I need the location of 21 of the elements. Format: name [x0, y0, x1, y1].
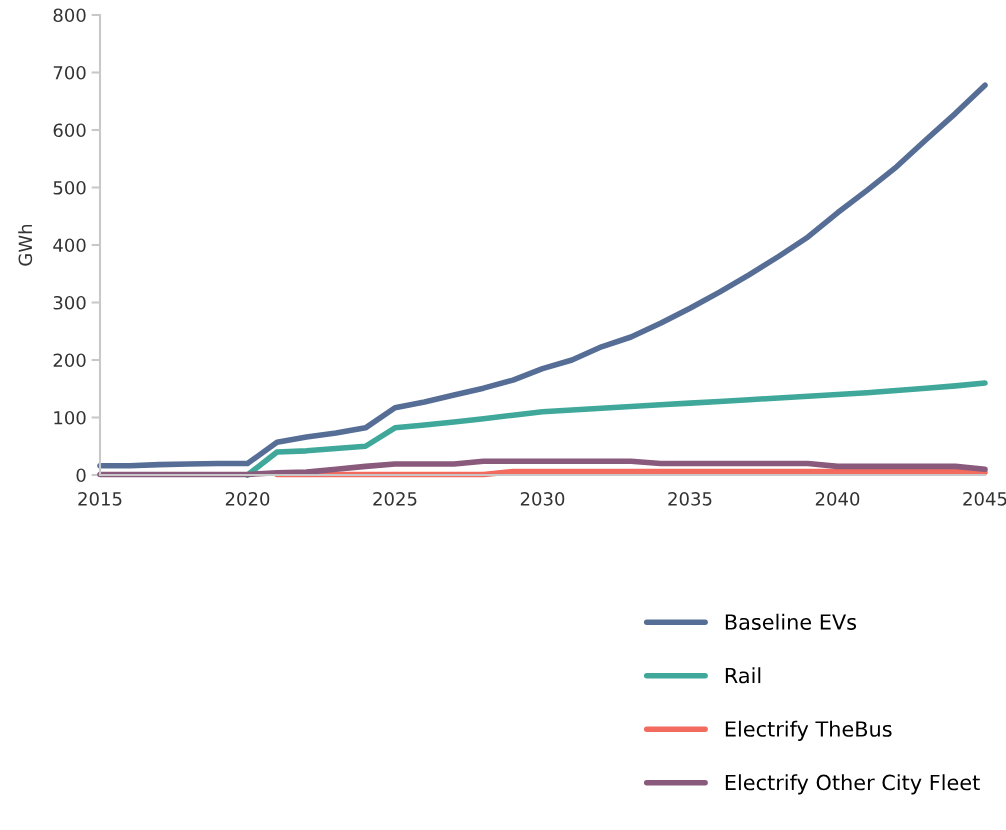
y-tick-label: 300: [53, 295, 86, 310]
y-tick-label: 400: [53, 238, 86, 253]
y-tick-label: 200: [53, 353, 86, 368]
y-axis-title: GWh: [18, 224, 33, 266]
x-tick-label: 2015: [78, 491, 122, 506]
x-tick-label: 2020: [225, 491, 270, 506]
legend-label: Electrify Other City Fleet: [725, 774, 980, 795]
y-tick-label: 700: [53, 65, 86, 80]
y-tick-label: 500: [53, 180, 86, 195]
x-tick-label: 2030: [520, 491, 565, 506]
y-tick-label: 0: [76, 468, 86, 483]
y-tick-label: 100: [54, 410, 86, 425]
legend-label: Electrify TheBus: [725, 720, 892, 741]
x-tick-label: 2040: [815, 491, 860, 506]
x-tick-label: 2035: [668, 491, 712, 506]
x-tick-label: 2045: [963, 491, 1006, 506]
legend-label: Rail: [725, 667, 761, 684]
y-tick-label: 800: [53, 8, 86, 23]
legend-label: Baseline EVs: [725, 613, 857, 630]
y-tick-label: 600: [53, 123, 86, 138]
x-tick-label: 2025: [373, 491, 417, 506]
